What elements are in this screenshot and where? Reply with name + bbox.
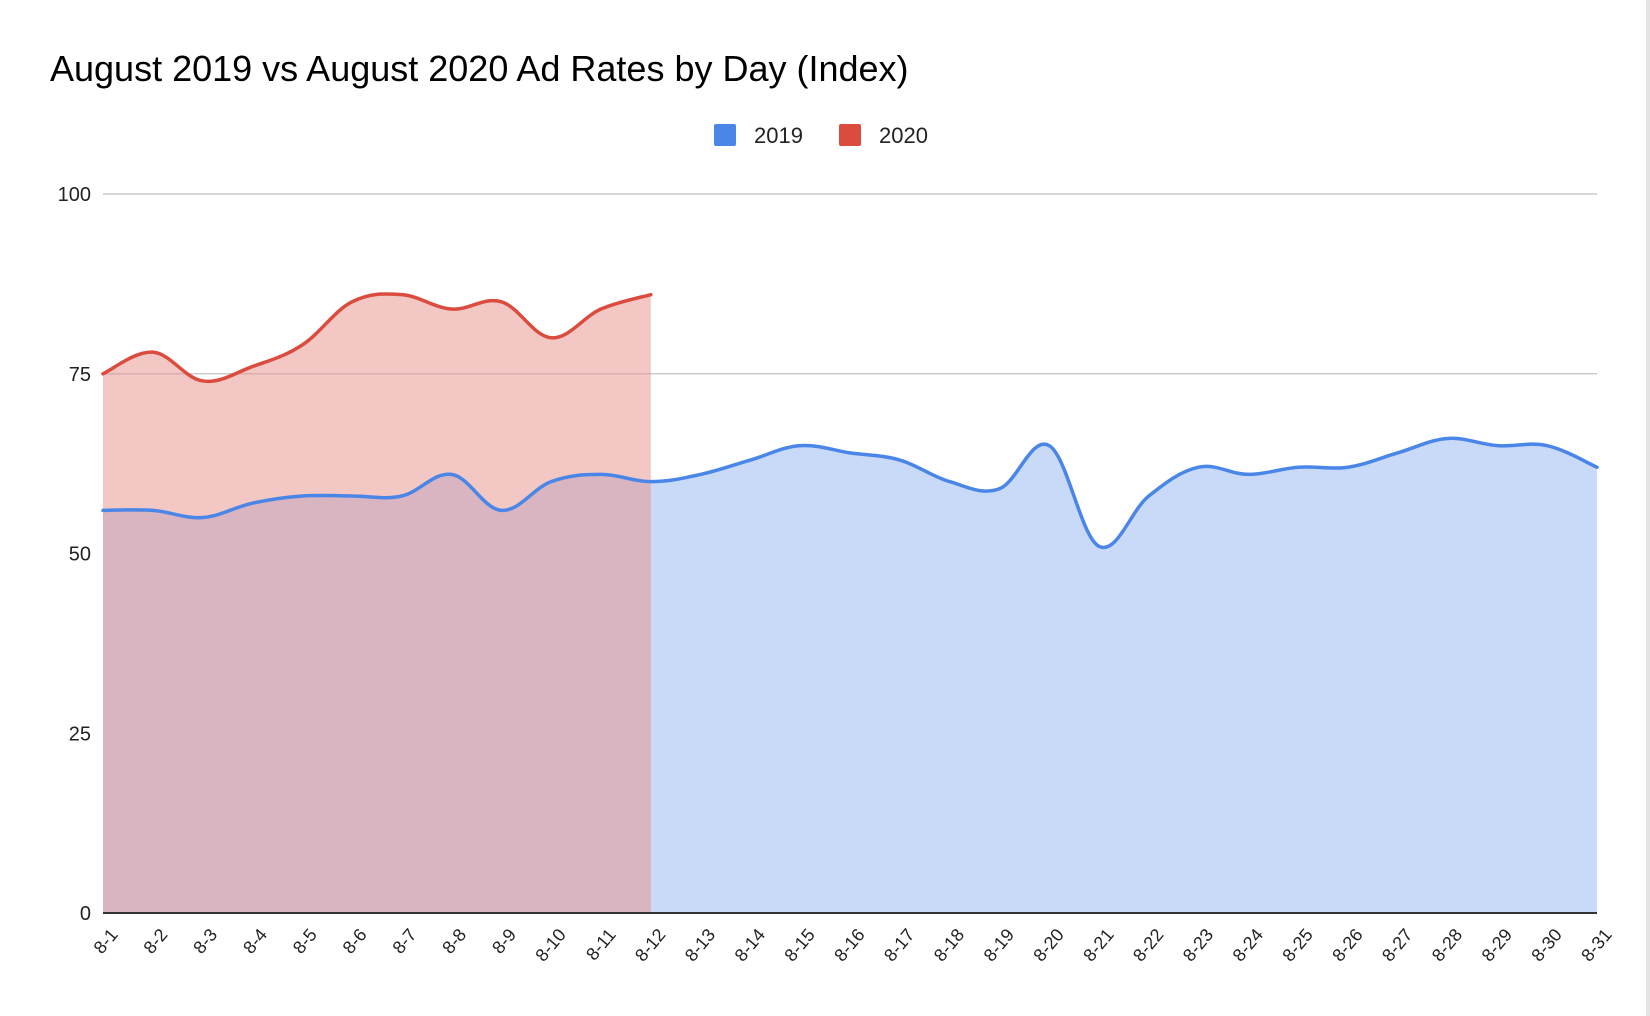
x-tick-label: 8-25 [1278, 925, 1316, 965]
x-tick-label: 8-12 [631, 925, 669, 965]
x-tick-label: 8-30 [1527, 925, 1565, 965]
x-tick-label: 8-10 [531, 925, 569, 965]
x-axis-ticks: 8-1 8-2 8-3 8-4 8-5 8-6 8-7 8-8 8-9 8-10 8-11 8-12 8… [90, 925, 1616, 965]
series-lines [101, 292, 1599, 550]
x-tick-label: 8-18 [930, 925, 968, 965]
x-tick-label: 8-21 [1079, 925, 1117, 965]
legend: 2019 2020 [714, 123, 928, 148]
legend-swatch-2020 [839, 124, 861, 146]
area-2020 [103, 293, 651, 913]
x-tick-label: 8-29 [1478, 925, 1516, 965]
x-tick-label: 8-13 [681, 925, 719, 965]
x-tick-label: 8-16 [830, 925, 868, 965]
x-tick-label: 8-28 [1428, 925, 1466, 965]
x-tick-label: 8-17 [880, 925, 918, 965]
x-tick-label: 8-1 [90, 925, 122, 958]
x-tick-label: 8-2 [139, 925, 171, 958]
x-tick-label: 8-31 [1577, 925, 1615, 965]
legend-swatch-2019 [714, 124, 736, 146]
x-tick-label: 8-20 [1029, 925, 1067, 965]
x-tick-label: 8-3 [189, 925, 221, 958]
x-tick-label: 8-22 [1129, 925, 1167, 965]
x-tick-label: 8-14 [731, 925, 769, 965]
y-tick-label: 25 [69, 723, 91, 745]
line-2020 [101, 292, 653, 384]
x-tick-label: 8-19 [980, 925, 1018, 965]
x-tick-label: 8-7 [388, 925, 420, 958]
x-tick-label: 8-23 [1179, 925, 1217, 965]
x-tick-label: 8-5 [289, 925, 321, 958]
y-axis-ticks: 0 25 50 75 100 [58, 184, 91, 925]
x-tick-label: 8-27 [1378, 925, 1416, 965]
x-tick-label: 8-11 [582, 925, 620, 964]
y-tick-label: 75 [69, 364, 91, 386]
series-areas [103, 293, 1597, 913]
x-tick-label: 8-9 [488, 925, 520, 958]
y-tick-label: 0 [80, 903, 91, 925]
x-tick-label: 8-15 [780, 925, 818, 965]
legend-label-2019: 2019 [754, 123, 803, 148]
chart-title: August 2019 vs August 2020 Ad Rates by D… [50, 48, 909, 89]
y-tick-label: 50 [69, 544, 91, 566]
x-tick-label: 8-24 [1229, 925, 1267, 965]
line-2019 [101, 436, 1599, 550]
y-tick-label: 100 [58, 184, 91, 206]
x-tick-label: 8-26 [1328, 925, 1366, 965]
x-tick-label: 8-6 [339, 925, 371, 958]
x-tick-label: 8-4 [239, 925, 271, 958]
x-tick-label: 8-8 [438, 925, 470, 958]
legend-label-2020: 2020 [879, 123, 928, 148]
